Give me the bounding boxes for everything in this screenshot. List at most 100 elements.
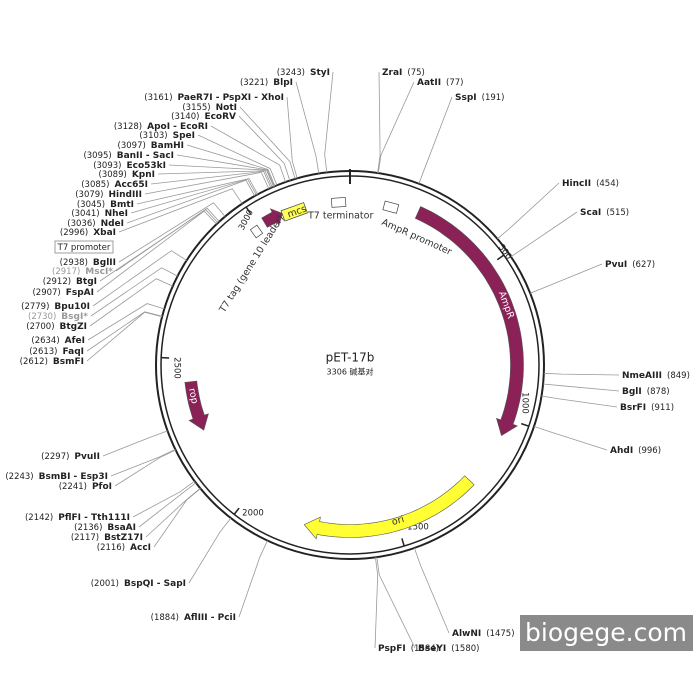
scale-tick	[521, 422, 530, 427]
site-leader	[324, 71, 334, 173]
site-label: (2938) BglII	[60, 258, 116, 268]
site-name: BsgI*	[61, 312, 88, 322]
site-label: (3140) EcoRV	[171, 112, 236, 122]
site-name: StyI	[310, 68, 330, 78]
site-leader	[144, 171, 270, 195]
backbone-inner	[160, 175, 540, 555]
site-leader	[541, 395, 618, 408]
site-name: BspQI - SapI	[124, 579, 186, 589]
site-name: BmtI	[110, 200, 134, 210]
feature-label: ori	[391, 514, 406, 528]
site-name: FspAI	[66, 288, 94, 298]
site-position: (75)	[407, 68, 424, 78]
site-position: (454)	[596, 179, 619, 189]
site-position: (3095)	[83, 151, 111, 161]
site-position: (515)	[606, 208, 629, 218]
site-leader	[110, 448, 176, 477]
site-position: (2001)	[91, 579, 119, 589]
site-name: BamHI	[151, 141, 184, 151]
site-label: (3097) BamHI	[118, 141, 184, 151]
site-leader	[186, 144, 276, 187]
site-leader	[153, 488, 201, 548]
site-label: AhdI (996)	[610, 446, 661, 456]
site-leader	[377, 81, 415, 174]
site-position: (1884)	[151, 613, 179, 623]
site-position: (3140)	[171, 112, 199, 122]
site-name: BtgI	[76, 277, 97, 287]
site-leader	[118, 202, 226, 263]
site-name: PaeR7I - PspXI - XhoI	[178, 93, 284, 103]
site-leader	[530, 263, 603, 294]
site-name: Eco53kI	[126, 161, 166, 171]
scale-tick	[233, 507, 240, 515]
site-position: (2613)	[29, 347, 57, 357]
plasmid-size: 3306 碱基对	[327, 367, 374, 377]
site-leader	[132, 480, 195, 518]
watermark-box	[520, 615, 693, 651]
site-label: (2634) AfeI	[31, 336, 85, 346]
site-leader	[138, 482, 197, 528]
site-label: (2730) BsgI*	[28, 312, 88, 322]
site-name: XbaI	[93, 228, 116, 238]
site-label: (3161) PaeR7I - PspXI - XhoI	[144, 93, 284, 103]
site-leader	[414, 547, 450, 634]
site-label: (3045) BmtI	[77, 200, 134, 210]
site-label: (2917) MscI*	[52, 267, 113, 277]
site-position: (3041)	[71, 209, 99, 219]
site-name: AccI	[130, 543, 151, 553]
site-name: PvuII	[74, 452, 100, 462]
site-label: PvuI (627)	[605, 260, 655, 270]
t7-tag-box	[249, 224, 264, 239]
scale-label: 2000	[242, 509, 264, 519]
site-name: ScaI	[580, 208, 601, 218]
site-position: (1584)	[411, 644, 439, 654]
site-label: (2116) AccI	[97, 543, 151, 553]
site-name: KpnI	[132, 170, 155, 180]
ampr-promoter-box	[382, 200, 400, 214]
site-position: (3161)	[144, 93, 172, 103]
site-name: BtgZI	[60, 322, 87, 332]
site-position: (2142)	[25, 513, 53, 523]
site-label: (2912) BtgI	[43, 277, 97, 287]
site-label: (2297) PvuII	[41, 452, 100, 462]
site-position: (3089)	[99, 170, 127, 180]
mcs-arrow	[261, 208, 283, 228]
site-label: (2996) XbaI	[60, 228, 116, 238]
site-name: AhdI	[610, 446, 633, 456]
site-label: BsrFI (911)	[620, 403, 674, 413]
site-leader	[176, 154, 275, 187]
site-leader	[239, 106, 296, 180]
site-leader	[374, 557, 379, 649]
site-name: NotI	[216, 103, 237, 113]
site-name: HindIII	[108, 190, 142, 200]
site-leader	[295, 81, 320, 174]
site-leader	[118, 188, 243, 233]
site-name: PfoI	[92, 482, 112, 492]
site-name: FaqI	[63, 347, 85, 357]
site-leader	[102, 430, 168, 457]
site-label: (3085) Acc65I	[81, 180, 148, 190]
site-label: (2241) PfoI	[59, 482, 112, 492]
site-leader	[157, 170, 273, 188]
site-name: BlpI	[273, 78, 293, 88]
scale-tick	[245, 206, 252, 215]
site-label: (3155) NotI	[182, 103, 237, 113]
site-leader	[99, 209, 219, 282]
site-label: (3036) NdeI	[67, 219, 124, 229]
site-name: MscI*	[85, 267, 113, 277]
site-position: (2634)	[31, 336, 59, 346]
site-name: BsrFI	[620, 403, 646, 413]
site-label: (3103) SpeI	[139, 131, 195, 141]
site-leader	[197, 134, 278, 186]
site-leader	[126, 179, 256, 224]
site-leader	[86, 311, 163, 352]
site-name: HincII	[562, 179, 591, 189]
site-position: (996)	[638, 446, 661, 456]
site-leader	[130, 178, 257, 214]
site-position: (2779)	[21, 302, 49, 312]
site-leader	[238, 115, 291, 181]
site-name: SpeI	[173, 131, 195, 141]
scale-tick	[496, 254, 505, 261]
site-leader	[533, 426, 608, 451]
site-leader	[114, 449, 176, 487]
